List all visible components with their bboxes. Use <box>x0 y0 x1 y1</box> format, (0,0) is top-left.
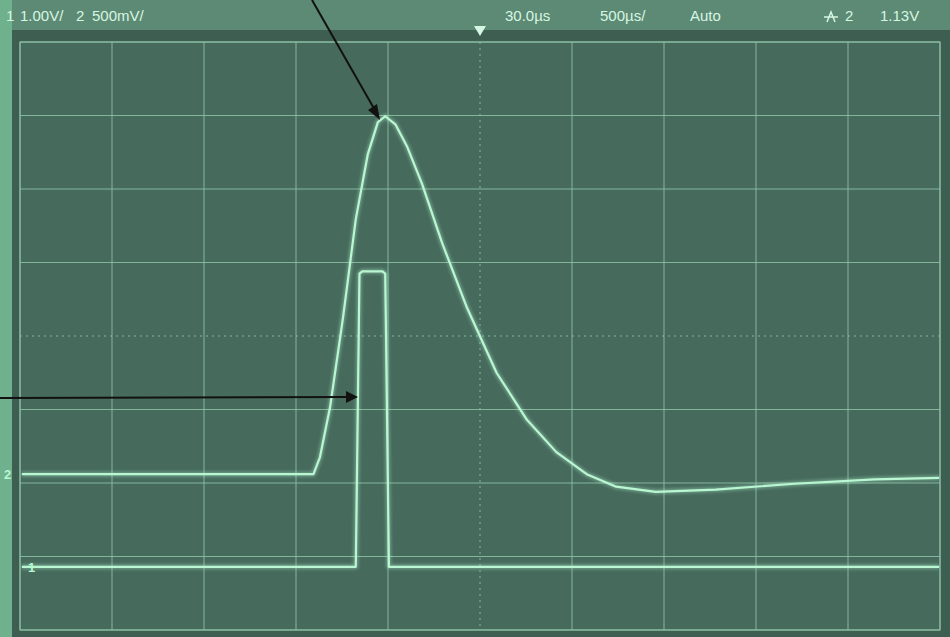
trace <box>22 271 939 566</box>
header-text: 2 <box>76 7 84 24</box>
header-text: 1.13V <box>880 7 919 24</box>
trigger-marker <box>474 26 486 36</box>
arrow-head <box>368 104 380 120</box>
grid-line-y <box>20 189 940 190</box>
traces <box>22 116 939 567</box>
header-text: 1 <box>6 7 14 24</box>
header-bar <box>0 0 950 30</box>
arrows <box>0 0 380 403</box>
bezel <box>0 0 950 637</box>
grid <box>20 42 940 630</box>
grid-line-y <box>20 556 940 557</box>
arrow-line <box>0 397 348 398</box>
grid-line-y <box>20 409 940 410</box>
arrow-line <box>312 0 376 112</box>
header-text: 1.00V/ <box>20 7 64 24</box>
channel-marker: 1 <box>28 560 35 575</box>
trace <box>22 116 939 492</box>
header-text: 500mV/ <box>92 7 145 24</box>
grid-line-y <box>20 262 940 263</box>
trigger-icon <box>824 12 838 22</box>
grid-line-y <box>20 115 940 116</box>
left-edge <box>0 0 12 637</box>
header-text: 30.0µs <box>505 7 550 24</box>
grid-line-x <box>204 42 205 630</box>
plot-area <box>20 42 940 630</box>
header-text: 2 <box>845 7 853 24</box>
arrow-head <box>346 391 358 403</box>
channel-marker: 2 <box>4 467 11 482</box>
plot-frame <box>20 42 940 630</box>
scope-screen: 2 1 1 1.00V/2 500mV/30.0µs 500µs/Auto 2 1.13V <box>0 0 950 637</box>
grid-line-x <box>756 42 757 630</box>
trace-glow <box>22 271 939 566</box>
header-text: 500µs/ <box>600 7 646 24</box>
header-text: Auto <box>690 7 721 24</box>
trace-glow <box>22 116 939 492</box>
